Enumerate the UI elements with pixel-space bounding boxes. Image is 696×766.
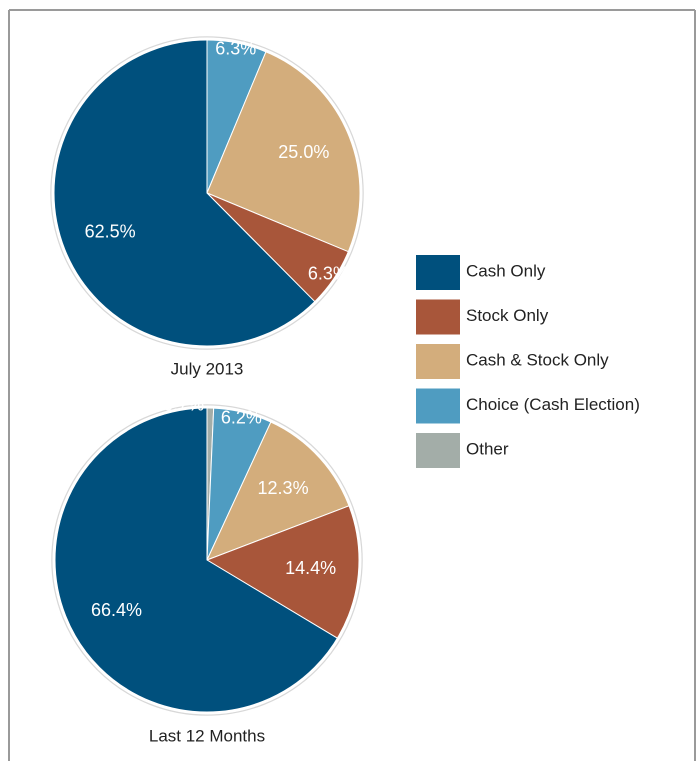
legend-label: Cash Only (466, 261, 546, 280)
slice-label: 0.7% (163, 394, 204, 414)
legend-label: Choice (Cash Election) (466, 395, 640, 414)
slice-label: 14.4% (285, 558, 336, 578)
pie-border (52, 405, 362, 715)
legend-swatch (416, 255, 460, 290)
pie-border (51, 37, 363, 349)
slice-label: 66.4% (91, 600, 142, 620)
legend-swatch (416, 433, 460, 468)
slice-label: 25.0% (278, 142, 329, 162)
slice-label: 62.5% (85, 222, 136, 242)
slice-label: 6.2% (221, 408, 262, 428)
legend-label: Cash & Stock Only (466, 350, 609, 369)
slice-label: 6.3% (308, 263, 349, 283)
slice-label: 12.3% (258, 478, 309, 498)
legend-swatch (416, 344, 460, 379)
legend-swatch (416, 299, 460, 335)
legend-label: Other (466, 439, 509, 458)
pie-title: Last 12 Months (149, 726, 265, 745)
legend-swatch (416, 388, 460, 424)
pie-title: July 2013 (171, 359, 244, 378)
slice-label: 6.3% (215, 38, 256, 58)
legend-label: Stock Only (466, 306, 549, 325)
